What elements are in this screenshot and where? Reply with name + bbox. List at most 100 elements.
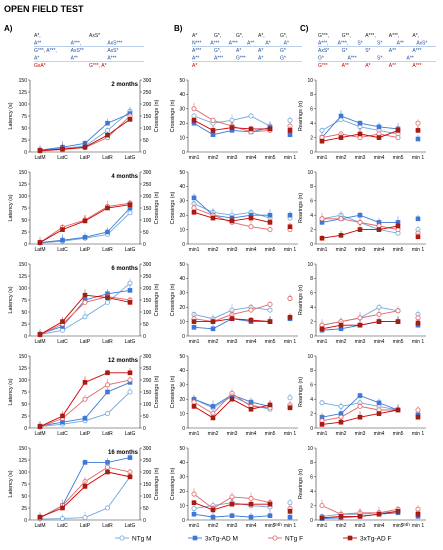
y-tick-label: 40 [179,92,185,98]
x-tick-label: LatG [125,339,136,345]
stat-b-row4-1: A*** [214,56,223,62]
y-axis-title: Latency (s) [8,194,14,221]
x-tick-label-extra: min 1 [284,247,296,253]
series-point-0-2 [82,515,88,521]
x-tick-label: min3 [355,523,366,529]
stat-a-row3-0: G***, A***, [34,48,57,54]
x-tick-label: LatC [57,339,68,345]
series-extra-point-3 [415,511,421,517]
legend: NTg M 3xTg-AD M NTg F 3xTg-AD F [115,535,391,542]
y2-tick-label: 250 [143,458,152,464]
x-tick-label: LatM [34,247,45,253]
series-point-2-3 [376,311,382,317]
y2-tick-label: 50 [143,506,149,512]
series-point-3-2 [229,316,235,322]
chart-a-row-2: 0 25 50 75 100 125 150 0 50 100 150 200 250 300 Latenc… [8,262,160,345]
x-tick-label: min4 [246,431,257,437]
series-point-0-4 [127,210,133,216]
x-tick-label: min2 [208,431,219,437]
legend-marker-3 [347,535,353,541]
x-tick-label: min4 [246,339,257,345]
x-tick-label: min1 [189,523,200,529]
legend-marker-2 [272,535,278,541]
series-point-1-1 [210,132,216,138]
series-extra-point-1 [415,216,421,222]
y-tick-label: 0 [310,150,313,156]
y-tick-label: 150 [19,354,28,360]
x-tick-label: min5 [265,523,276,529]
x-tick-label: LatM [34,339,45,345]
series-point-3-3 [376,227,382,232]
panel-label-b: B) [174,24,183,33]
series-point-2-1 [210,117,216,123]
series-point-2-3 [105,464,111,470]
y2-tick-label: 300 [143,78,152,84]
y-tick-label: 0 [310,334,313,340]
series-extra-point-2 [415,407,421,413]
chart-c-row-4: 0 2 4 6 8 10 Rearings (n) min1 min2 min3 min4 min5 m… [298,446,426,529]
series-point-0-1 [60,516,66,522]
series-point-3-0 [37,240,43,245]
y-tick-label: 10 [307,262,313,268]
chart-b-row-1: 0 10 20 30 40 50 Crossings (n) min1 min2 min3 min4… [170,170,298,253]
y-axis-title: Crossings (n) [170,191,176,224]
y-tick-label: 2 [310,503,313,509]
y-tick-label: 0 [310,242,313,248]
series-point-3-4 [267,220,273,225]
x-tick-label: min2 [208,155,219,161]
stat-a-row1-0: A*, [34,33,41,39]
x-tick-label: min5 [393,247,404,253]
x-tick-label-extra: min 1 [412,523,424,529]
series-point-2-3 [248,307,254,313]
series-point-3-1 [338,514,344,519]
y-tick-label: 20 [179,397,185,403]
x-tick-label: min2 [208,339,219,345]
y2-tick-label: 300 [143,262,152,268]
y-axis-title: Crossings (n) [170,99,176,132]
series-point-3-0 [191,210,197,215]
x-tick-label: min2 [336,523,347,529]
y-tick-label: 75 [21,206,27,212]
y-tick-label: 20 [179,305,185,311]
series-point-3-1 [210,507,216,513]
legend-label-2: NTg F [285,535,303,542]
x-tick-label-extra: min 1 [412,247,424,253]
chart-c-row-0: 0 2 4 6 8 10 Rearings (n) min1 min2 min3 min4 min5 m… [298,78,426,161]
x-tick-label: LatR [102,247,113,253]
series-point-3-2 [82,218,88,224]
y-tick-label: 10 [307,78,313,84]
x-tick-label: min5 [265,339,276,345]
y2-tick-label: 150 [143,390,152,396]
charts: 0255075100125150050100150200250300Latenc… [8,78,426,529]
stat-a-row4-0: A* [34,56,39,62]
y-tick-label: 40 [179,368,185,374]
y2-tick-label: 200 [143,470,152,476]
x-tick-label: LatM [34,155,45,161]
y-tick-label: 4 [310,213,313,219]
x-tick-label: LatR [102,523,113,529]
stat-c-row5-3: A** [389,63,396,69]
stat-b-row3-4: G* [280,48,286,54]
x-tick-label: min5 [265,247,276,253]
x-tick-label: min3 [355,155,366,161]
y-tick-label: 10 [307,170,313,176]
legend-marker-1 [192,535,198,541]
series-point-3-0 [319,515,325,521]
y-axis-title: Crossings (n) [170,375,176,408]
y2-tick-label: 300 [143,354,152,360]
series-extra-point-3 [415,234,421,240]
series-extra-point-3 [415,414,421,420]
x-tick-label: min1 [317,339,328,345]
y2-tick-label: 150 [143,206,152,212]
stat-c-row5-2: A* [365,63,370,69]
y-tick-label: 10 [179,227,185,233]
y2-tick-label: 0 [143,334,146,340]
series-point-3-4 [395,509,401,514]
y-tick-label: 75 [21,390,27,396]
series-point-3-2 [357,227,363,232]
series-point-1-3 [105,120,110,126]
series-point-3-4 [127,202,133,207]
y-tick-label: 125 [19,458,28,464]
chart-b-row-3: 0 10 20 30 40 50 Crossings (n) min1 min2 min3 min4… [170,354,298,437]
x-tick-label: LatR [102,155,113,161]
